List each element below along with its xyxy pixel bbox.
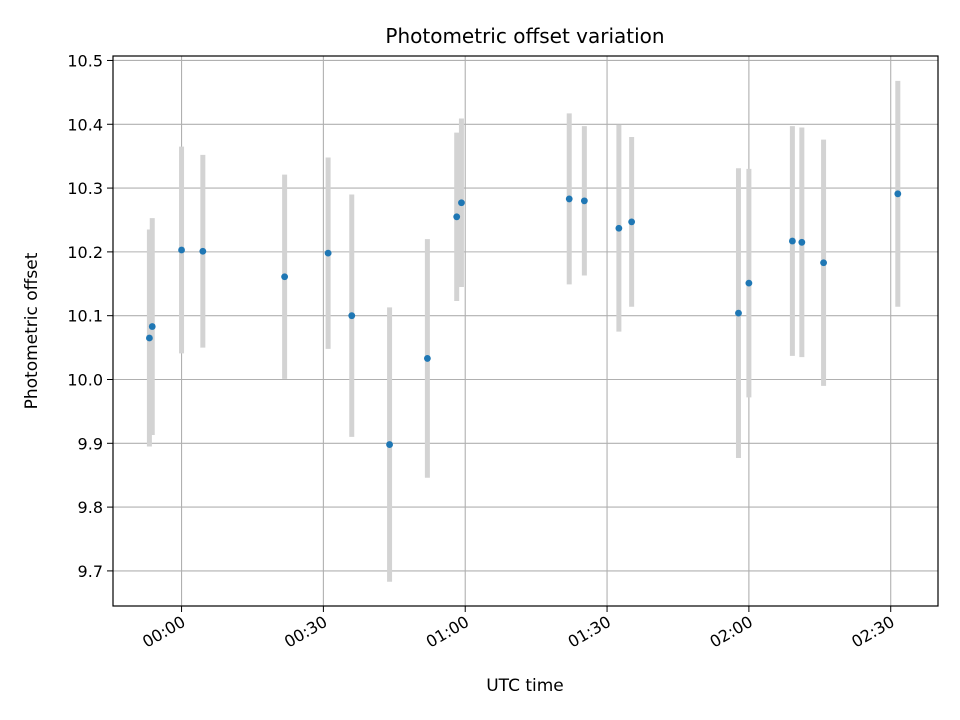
data-point bbox=[565, 195, 573, 203]
y-tick-label: 10.0 bbox=[67, 370, 103, 389]
data-point bbox=[580, 197, 588, 205]
y-tick-label: 9.7 bbox=[78, 562, 103, 581]
data-point bbox=[281, 273, 289, 281]
data-point bbox=[178, 246, 185, 254]
y-tick-label: 10.5 bbox=[67, 51, 103, 70]
plot-frame bbox=[112, 55, 939, 607]
y-tick-label: 10.4 bbox=[67, 115, 103, 134]
data-points bbox=[146, 190, 902, 448]
y-tick-label: 10.1 bbox=[67, 307, 103, 326]
data-point bbox=[615, 224, 623, 232]
plot-area bbox=[113, 56, 938, 606]
x-axis-label: UTC time bbox=[486, 676, 564, 696]
data-point bbox=[199, 247, 207, 255]
chart-title: Photometric offset variation bbox=[385, 24, 664, 48]
data-point bbox=[148, 323, 156, 330]
data-point bbox=[348, 312, 356, 320]
data-point bbox=[458, 199, 465, 207]
data-point bbox=[146, 334, 153, 342]
y-tick-label: 9.8 bbox=[78, 498, 103, 517]
data-point bbox=[628, 218, 636, 226]
data-point bbox=[894, 190, 902, 198]
data-point bbox=[820, 259, 827, 267]
data-point bbox=[798, 238, 806, 246]
data-point bbox=[735, 309, 742, 317]
data-point bbox=[386, 441, 393, 448]
y-axis-label: Photometric offset bbox=[22, 252, 42, 409]
data-point bbox=[423, 355, 431, 362]
y-tick-label: 9.9 bbox=[78, 434, 103, 453]
data-point bbox=[453, 213, 461, 221]
y-tick-label: 10.2 bbox=[67, 243, 103, 262]
data-point bbox=[788, 237, 796, 245]
data-point bbox=[745, 279, 753, 287]
data-point bbox=[324, 249, 332, 257]
y-tick-label: 10.3 bbox=[67, 179, 103, 198]
